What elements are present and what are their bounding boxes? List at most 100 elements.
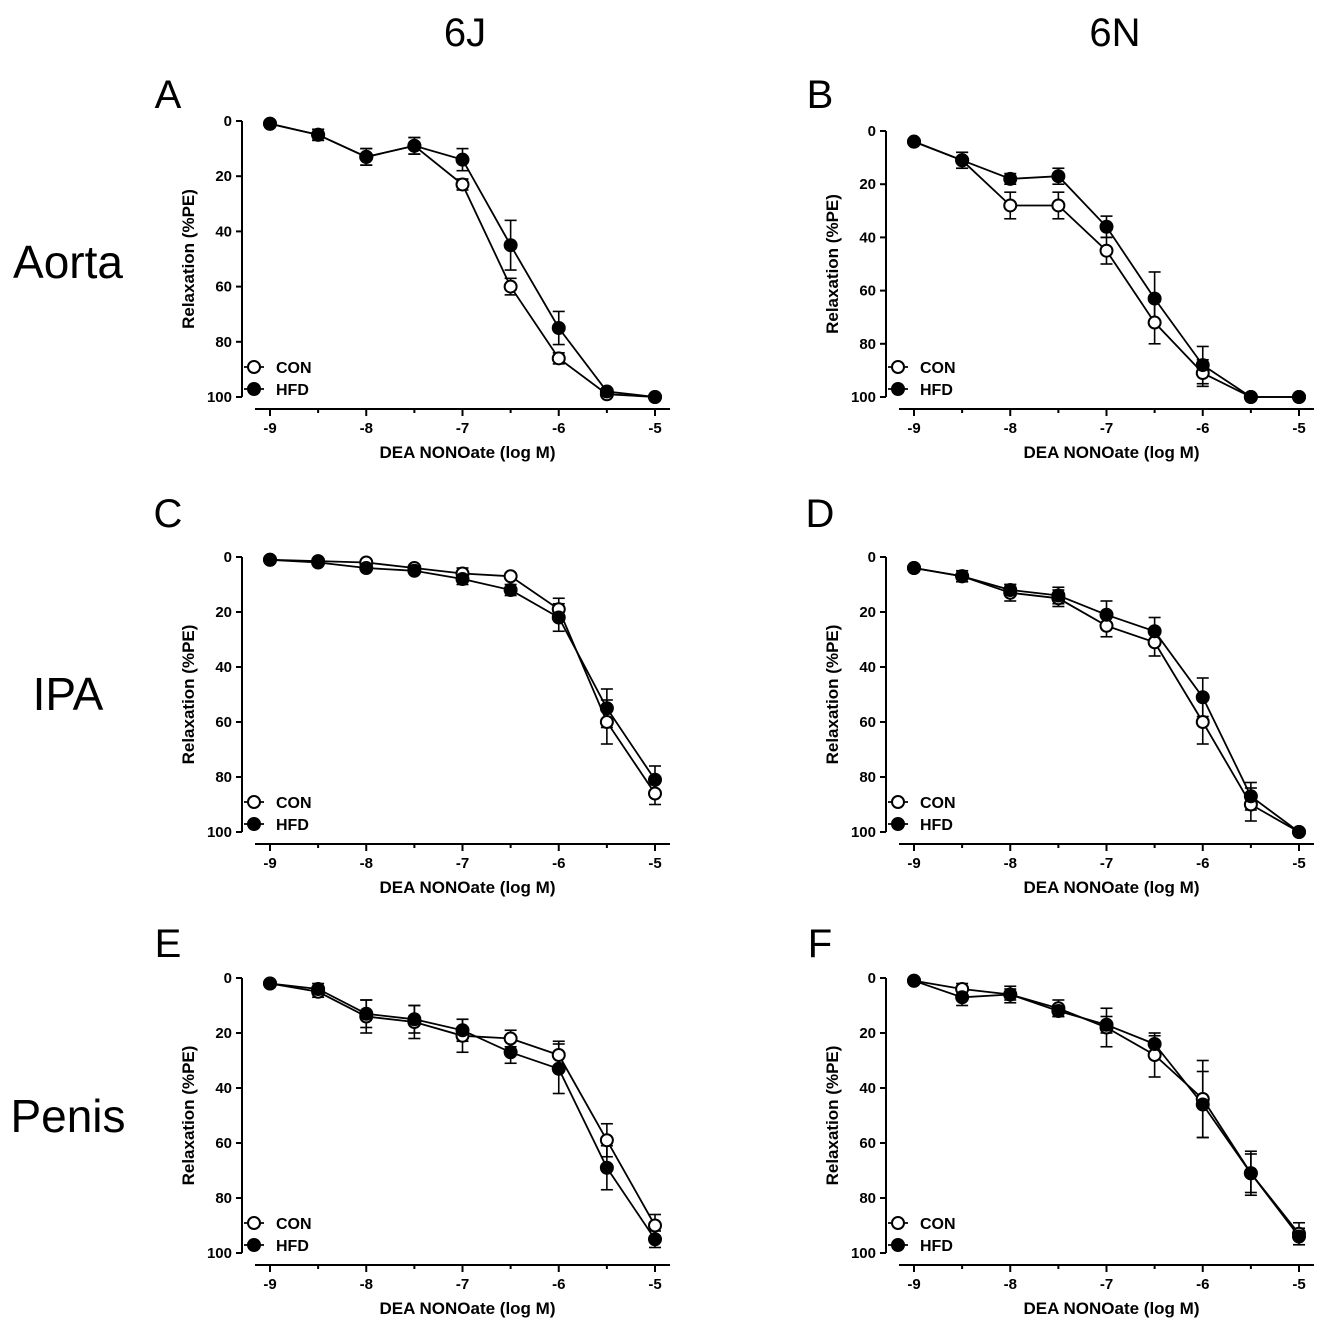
y-tick-label: 60 bbox=[215, 279, 232, 296]
data-point-hfd bbox=[648, 1232, 662, 1247]
data-point-hfd bbox=[955, 990, 970, 1005]
panel-letter: A bbox=[155, 73, 182, 117]
x-tick-label: -9 bbox=[907, 420, 920, 437]
legend-marker-con bbox=[891, 360, 905, 374]
x-tick-label: -6 bbox=[552, 855, 565, 872]
data-point-hfd bbox=[407, 563, 422, 578]
legend-label-hfd: HFD bbox=[920, 817, 953, 834]
series-line-con bbox=[269, 558, 656, 795]
data-point-hfd bbox=[311, 127, 326, 142]
y-axis-label: Relaxation (%PE) bbox=[823, 1046, 842, 1186]
data-point-hfd bbox=[599, 1160, 614, 1175]
chart-panel-d: D 0 20 40 60 80 100 Relaxation (%PE) -9 -8 -7 -6 -5 D… bbox=[806, 492, 1314, 897]
data-point-hfd bbox=[1195, 1097, 1210, 1112]
data-point-hfd bbox=[1051, 1004, 1066, 1018]
data-point-con bbox=[455, 177, 470, 192]
x-axis-label: DEA NONOate (log M) bbox=[380, 1299, 556, 1318]
row-label-aorta: Aorta bbox=[13, 236, 123, 288]
y-tick-label: 80 bbox=[215, 334, 232, 351]
y-tick-label: 100 bbox=[851, 1245, 876, 1262]
data-point-hfd bbox=[1099, 219, 1114, 234]
legend-label-con: CON bbox=[920, 795, 956, 812]
data-point-hfd bbox=[907, 134, 921, 149]
data-point-hfd bbox=[1051, 588, 1066, 603]
x-tick-label: -5 bbox=[1292, 1276, 1305, 1293]
x-tick-label: -8 bbox=[1004, 420, 1017, 437]
data-point-hfd bbox=[455, 152, 470, 167]
y-tick-label: 80 bbox=[859, 769, 876, 786]
x-tick-label: -9 bbox=[263, 1276, 276, 1293]
x-axis-label: DEA NONOate (log M) bbox=[380, 443, 556, 462]
panel-letter: C bbox=[154, 492, 183, 536]
data-point-hfd bbox=[263, 552, 277, 567]
legend-marker-con bbox=[891, 1216, 905, 1230]
data-point-hfd bbox=[551, 610, 566, 625]
y-tick-label: 0 bbox=[868, 549, 876, 566]
x-tick-label: -6 bbox=[1196, 1276, 1209, 1293]
data-point-hfd bbox=[551, 1061, 566, 1076]
y-tick-label: 60 bbox=[215, 1135, 232, 1152]
data-point-hfd bbox=[503, 1045, 518, 1060]
legend-marker-hfd bbox=[891, 817, 905, 831]
x-axis-label: DEA NONOate (log M) bbox=[1024, 1299, 1200, 1318]
data-point-hfd bbox=[1147, 624, 1162, 639]
chart-panel-b: B 0 20 40 60 80 100 Relaxation (%PE) -9 -8 -7 -6 -5 D… bbox=[807, 73, 1314, 462]
y-tick-label: 40 bbox=[215, 1080, 232, 1097]
y-tick-label: 20 bbox=[859, 176, 876, 193]
x-tick-label: -7 bbox=[1100, 420, 1113, 437]
data-point-hfd bbox=[311, 555, 326, 570]
data-point-con bbox=[1195, 715, 1210, 729]
y-tick-label: 60 bbox=[859, 1135, 876, 1152]
y-axis-label: Relaxation (%PE) bbox=[179, 1046, 198, 1186]
data-point-hfd bbox=[599, 701, 614, 716]
data-point-con bbox=[503, 1031, 518, 1046]
y-tick-label: 40 bbox=[859, 1080, 876, 1097]
x-tick-label: -9 bbox=[263, 855, 276, 872]
legend-marker-con bbox=[247, 795, 261, 809]
x-axis-label: DEA NONOate (log M) bbox=[1024, 443, 1200, 462]
y-tick-label: 100 bbox=[207, 1245, 232, 1262]
legend-label-con: CON bbox=[276, 360, 312, 377]
series-line-con bbox=[913, 140, 1299, 398]
chart-panel-a: A 0 20 40 60 80 100 Relaxation (%PE) -9 -8 -7 -6 -5 D… bbox=[155, 73, 670, 462]
legend-label-hfd: HFD bbox=[920, 1238, 953, 1255]
legend-label-hfd: HFD bbox=[276, 1238, 309, 1255]
column-header-6n: 6N bbox=[1089, 11, 1140, 55]
y-tick-label: 40 bbox=[859, 229, 876, 246]
data-point-con bbox=[551, 1048, 566, 1062]
legend-marker-con bbox=[891, 795, 905, 809]
y-tick-label: 20 bbox=[859, 1025, 876, 1042]
y-tick-label: 80 bbox=[859, 1190, 876, 1207]
data-point-hfd bbox=[551, 321, 566, 335]
data-point-hfd bbox=[599, 384, 614, 399]
x-tick-label: -5 bbox=[1292, 855, 1305, 872]
x-tick-label: -5 bbox=[648, 420, 661, 437]
data-point-hfd bbox=[1099, 1017, 1114, 1032]
x-tick-label: -8 bbox=[360, 1276, 373, 1293]
y-tick-label: 60 bbox=[859, 714, 876, 731]
y-axis-label: Relaxation (%PE) bbox=[179, 189, 198, 329]
y-tick-label: 20 bbox=[215, 604, 232, 621]
row-label-ipa: IPA bbox=[33, 668, 104, 720]
data-point-hfd bbox=[263, 976, 277, 991]
series-line-hfd bbox=[269, 558, 656, 781]
y-axis-label: Relaxation (%PE) bbox=[823, 194, 842, 334]
data-point-hfd bbox=[1147, 291, 1162, 306]
chart-panel-f: F 0 20 40 60 80 100 Relaxation (%PE) -9 -8 -7 -6 -5 D… bbox=[808, 922, 1314, 1318]
data-point-hfd bbox=[503, 583, 518, 597]
x-tick-label: -6 bbox=[552, 1276, 565, 1293]
panel-letter: D bbox=[806, 492, 835, 536]
legend-marker-hfd bbox=[891, 382, 905, 396]
legend-label-con: CON bbox=[920, 1216, 956, 1233]
x-tick-label: -5 bbox=[1292, 420, 1305, 437]
y-tick-label: 0 bbox=[868, 123, 876, 140]
data-point-hfd bbox=[1003, 987, 1018, 1002]
y-tick-label: 0 bbox=[224, 970, 232, 987]
data-point-hfd bbox=[1147, 1037, 1162, 1051]
data-point-con bbox=[1003, 198, 1018, 213]
panel-letter: F bbox=[808, 922, 832, 966]
series-line-hfd bbox=[913, 140, 1299, 398]
y-tick-label: 40 bbox=[859, 659, 876, 676]
data-point-hfd bbox=[359, 561, 374, 575]
